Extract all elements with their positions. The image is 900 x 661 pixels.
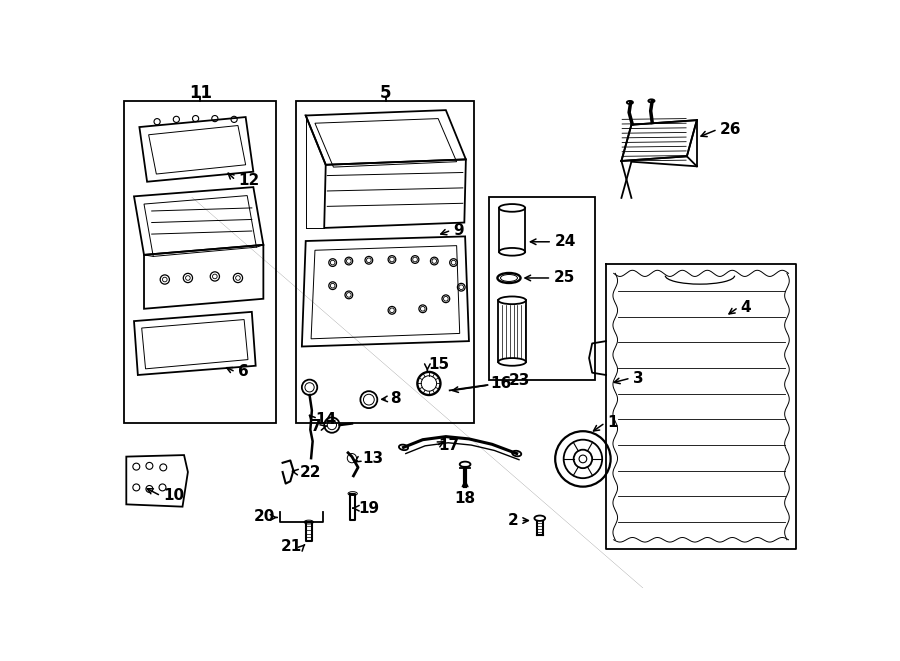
Text: 9: 9 xyxy=(454,223,464,238)
Text: 4: 4 xyxy=(741,299,751,315)
Text: 19: 19 xyxy=(358,501,379,516)
Text: 18: 18 xyxy=(454,491,476,506)
Bar xyxy=(124,101,276,423)
Text: 12: 12 xyxy=(238,173,259,188)
Text: 15: 15 xyxy=(428,358,449,373)
Text: 16: 16 xyxy=(491,376,512,391)
Bar xyxy=(296,101,474,423)
Text: 22: 22 xyxy=(300,465,321,479)
Text: 24: 24 xyxy=(554,234,576,249)
Text: 25: 25 xyxy=(554,270,575,286)
Text: 20: 20 xyxy=(254,509,274,524)
Text: 26: 26 xyxy=(720,122,742,137)
Text: 5: 5 xyxy=(380,84,392,102)
Text: 6: 6 xyxy=(238,364,248,379)
Text: 1: 1 xyxy=(608,415,618,430)
Text: 8: 8 xyxy=(391,391,401,407)
Bar xyxy=(489,197,595,380)
Text: 11: 11 xyxy=(189,84,212,102)
Text: 17: 17 xyxy=(438,438,459,453)
Text: 2: 2 xyxy=(508,513,518,528)
Text: 3: 3 xyxy=(633,371,643,385)
Text: 21: 21 xyxy=(281,539,302,554)
Text: 13: 13 xyxy=(362,451,383,467)
Text: 14: 14 xyxy=(316,412,337,427)
Text: 10: 10 xyxy=(163,488,184,504)
Text: 23: 23 xyxy=(509,373,530,388)
Text: 7: 7 xyxy=(311,419,322,434)
